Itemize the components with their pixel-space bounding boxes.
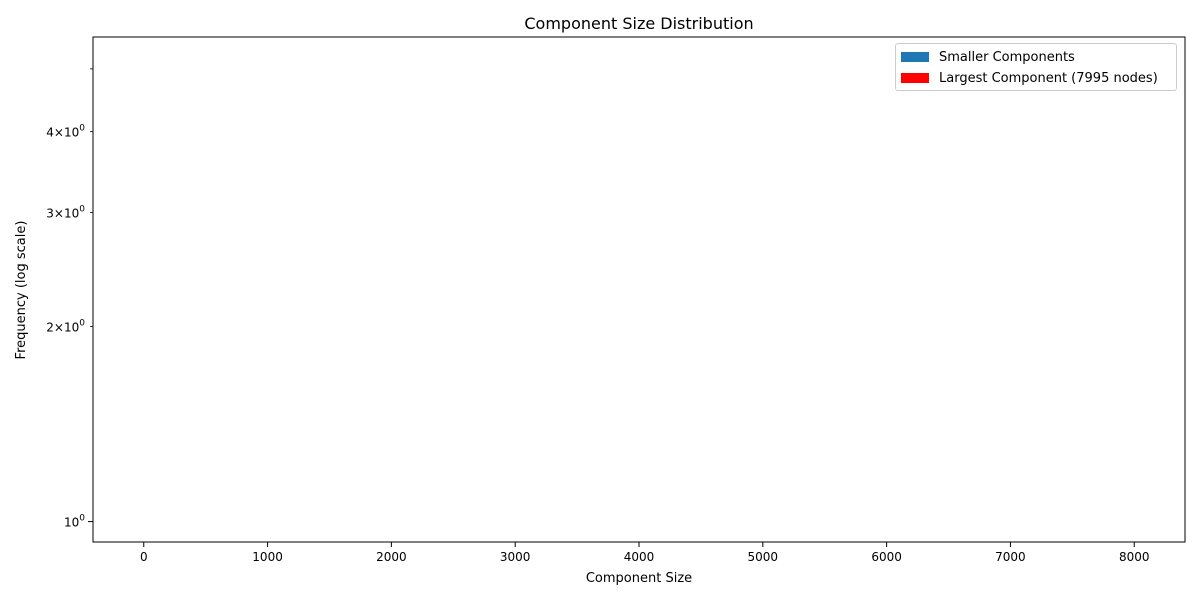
x-axis-label: Component Size	[586, 571, 692, 586]
legend-item-largest-component: Largest Component (7995 nodes)	[901, 69, 1158, 87]
y-tick-label: 4×100	[46, 124, 85, 140]
legend: Smaller Components Largest Component (79…	[895, 43, 1177, 91]
x-tick-label: 5000	[748, 550, 779, 564]
legend-label-largest: Largest Component (7995 nodes)	[939, 70, 1158, 86]
x-tick-label: 2000	[376, 550, 407, 564]
legend-item-smaller-components: Smaller Components	[901, 48, 1075, 66]
y-tick-label: 3×100	[46, 205, 85, 221]
y-tick-label: 2×100	[46, 319, 85, 335]
plot-frame	[92, 36, 1186, 543]
legend-label-smaller: Smaller Components	[939, 49, 1075, 65]
x-tick-label: 3000	[500, 550, 531, 564]
chart-title: Component Size Distribution	[524, 14, 753, 33]
legend-swatch-smaller	[901, 52, 929, 62]
x-tick-label: 1000	[252, 550, 283, 564]
x-tick-label: 0	[140, 550, 148, 564]
x-tick-label: 4000	[624, 550, 655, 564]
x-tick-label: 6000	[871, 550, 902, 564]
x-tick-label: 7000	[995, 550, 1026, 564]
x-axis: 0 1000 2000 3000 4000 5000 6000 7000 8000	[140, 542, 1150, 564]
legend-swatch-largest	[901, 73, 929, 83]
y-axis: 100 2×100 3×100 4×100	[46, 68, 93, 530]
y-axis-label: Frequency (log scale)	[14, 221, 29, 360]
y-tick-label: 100	[64, 514, 85, 530]
x-tick-label: 8000	[1119, 550, 1150, 564]
